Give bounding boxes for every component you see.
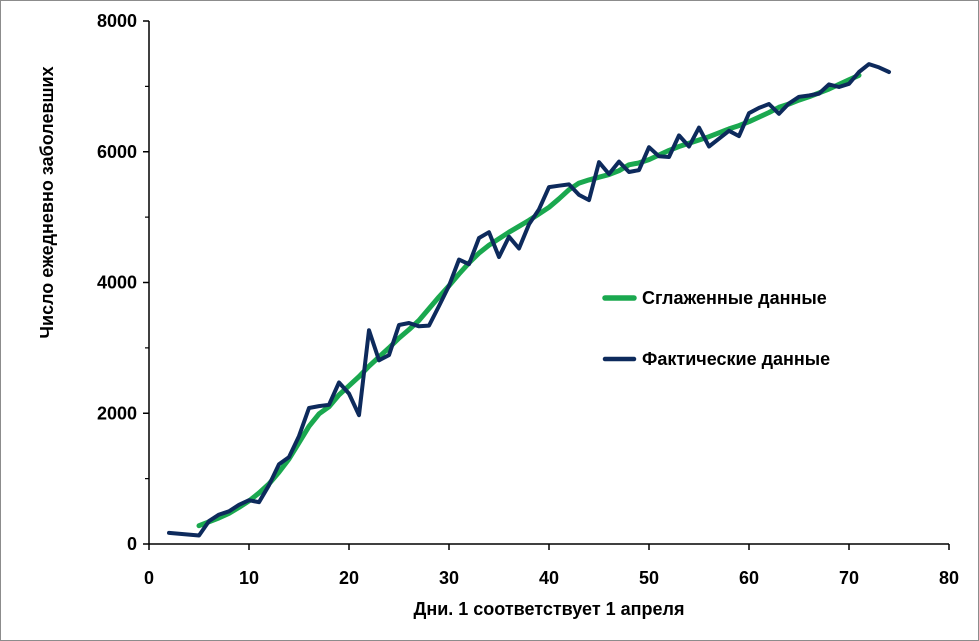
x-tick-label: 80 [939, 568, 959, 588]
y-tick-label: 2000 [97, 403, 137, 423]
x-tick-label: 30 [439, 568, 459, 588]
x-tick-label: 40 [539, 568, 559, 588]
series-layer [167, 62, 891, 538]
axes [148, 21, 949, 545]
legend: Сглаженные данные Фактические данные [602, 288, 830, 369]
y-axis-title: Число ежедневно заболевших [37, 66, 57, 338]
x-tick-label: 0 [144, 568, 154, 588]
x-tick-label: 60 [739, 568, 759, 588]
legend-label-actual: Фактические данные [642, 349, 830, 369]
legend-label-smoothed: Сглаженные данные [642, 288, 827, 308]
y-tick-label: 0 [127, 534, 137, 554]
x-tick-label: 50 [639, 568, 659, 588]
x-tick-label: 10 [239, 568, 259, 588]
y-axis-ticks: 0 2000 4000 6000 8000 [97, 11, 149, 554]
x-axis-ticks: 0 10 20 30 40 50 60 70 80 [144, 544, 959, 588]
y-tick-label: 4000 [97, 273, 137, 293]
x-tick-label: 20 [339, 568, 359, 588]
y-tick-label: 8000 [97, 11, 137, 31]
y-tick-label: 6000 [97, 142, 137, 162]
x-axis-title: Дни. 1 соответствует 1 апреля [414, 599, 685, 619]
x-tick-label: 70 [839, 568, 859, 588]
